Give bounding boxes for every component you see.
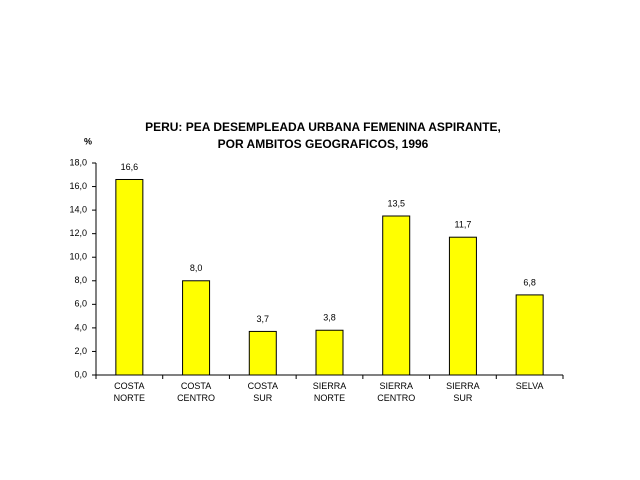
data-label: 13,5 — [387, 198, 405, 208]
y-tick-label: 18,0 — [69, 157, 87, 167]
chart-title: PERU: PEA DESEMPLEADA URBANA FEMENINA AS… — [145, 120, 501, 134]
y-tick-label: 16,0 — [69, 181, 87, 191]
y-tick-label: 14,0 — [69, 204, 87, 214]
bar — [382, 215, 411, 376]
x-tick-label: COSTA CENTRO — [177, 381, 215, 403]
x-tick-label: SIERRA CENTRO — [377, 381, 415, 403]
data-label: 16,6 — [121, 162, 139, 172]
y-tick-label: 0,0 — [74, 369, 87, 379]
y-tick-label: 6,0 — [74, 299, 87, 309]
y-tick-label: 10,0 — [69, 252, 87, 262]
x-tick-label: SIERRA NORTE — [313, 381, 347, 403]
x-tick-label: SELVA — [516, 381, 544, 391]
x-tick-label: COSTA SUR — [248, 381, 278, 403]
y-tick-label: 12,0 — [69, 228, 87, 238]
data-label: 3,8 — [323, 313, 336, 323]
bar — [448, 236, 477, 376]
data-label: 6,8 — [523, 277, 536, 287]
data-label: 3,7 — [257, 314, 270, 324]
bar — [515, 294, 544, 376]
y-tick-label: 4,0 — [74, 322, 87, 332]
y-tick-label: 2,0 — [74, 346, 87, 356]
bar — [182, 280, 211, 376]
data-label: 8,0 — [190, 263, 203, 273]
bar — [315, 329, 344, 376]
chart-title: POR AMBITOS GEOGRAFICOS, 1996 — [218, 137, 429, 151]
bar — [248, 330, 277, 376]
x-tick-label: COSTA NORTE — [114, 381, 145, 403]
bar — [115, 178, 144, 376]
y-tick-label: 8,0 — [74, 275, 87, 285]
data-label: 11,7 — [454, 220, 471, 230]
x-tick-label: SIERRA SUR — [446, 381, 480, 403]
y-axis-label: % — [84, 136, 92, 146]
